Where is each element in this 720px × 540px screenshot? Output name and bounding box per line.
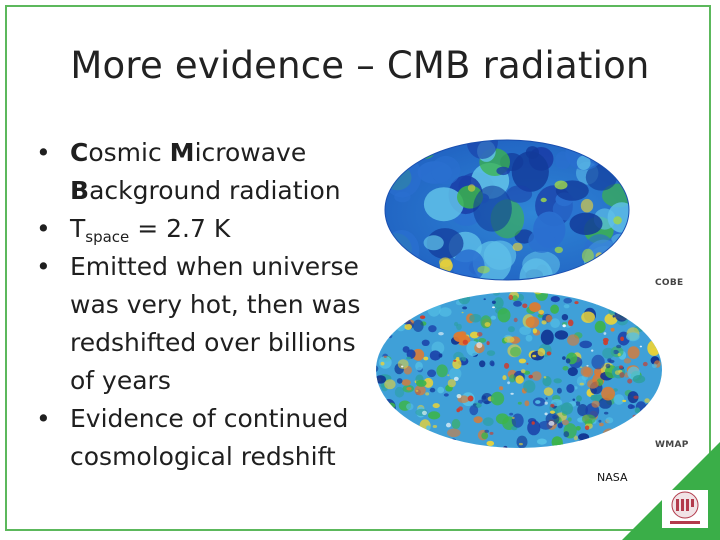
bullet-text: icrowave [194, 138, 307, 167]
bullet-text: Evidence of continued cosmological redsh… [70, 404, 349, 471]
slide-title: More evidence – CMB radiation [70, 44, 650, 87]
bullet-text: B [70, 176, 90, 205]
wmap-map-image [376, 292, 662, 448]
bullet-subscript: space [85, 228, 130, 246]
cobe-map: COBE [383, 138, 683, 288]
bullet-text: T [70, 214, 86, 243]
bullet-item: Emitted when universe was very hot, then… [36, 248, 386, 400]
bullet-text: ackground radiation [89, 176, 341, 205]
wmap-label: WMAP [655, 440, 689, 450]
bullet-item: Cosmic Microwave Background radiation [36, 134, 386, 210]
bullet-text: osmic [88, 138, 170, 167]
cobe-map-image [384, 139, 630, 281]
bullet-text: C [70, 138, 89, 167]
bullet-item: Tspace = 2.7 K [36, 210, 386, 248]
bullet-list: Cosmic Microwave Background radiationTsp… [36, 134, 386, 476]
bullet-text: = 2.7 K [129, 214, 231, 243]
bullet-text: M [169, 138, 195, 167]
image-credit: NASA [597, 471, 628, 484]
slide-border [5, 5, 711, 531]
bullet-item: Evidence of continued cosmological redsh… [36, 400, 386, 476]
bullet-text: Emitted when universe was very hot, then… [70, 252, 361, 395]
cobe-label: COBE [655, 278, 684, 288]
mit-logo-icon [662, 490, 708, 528]
wmap-map: WMAP [375, 290, 695, 460]
